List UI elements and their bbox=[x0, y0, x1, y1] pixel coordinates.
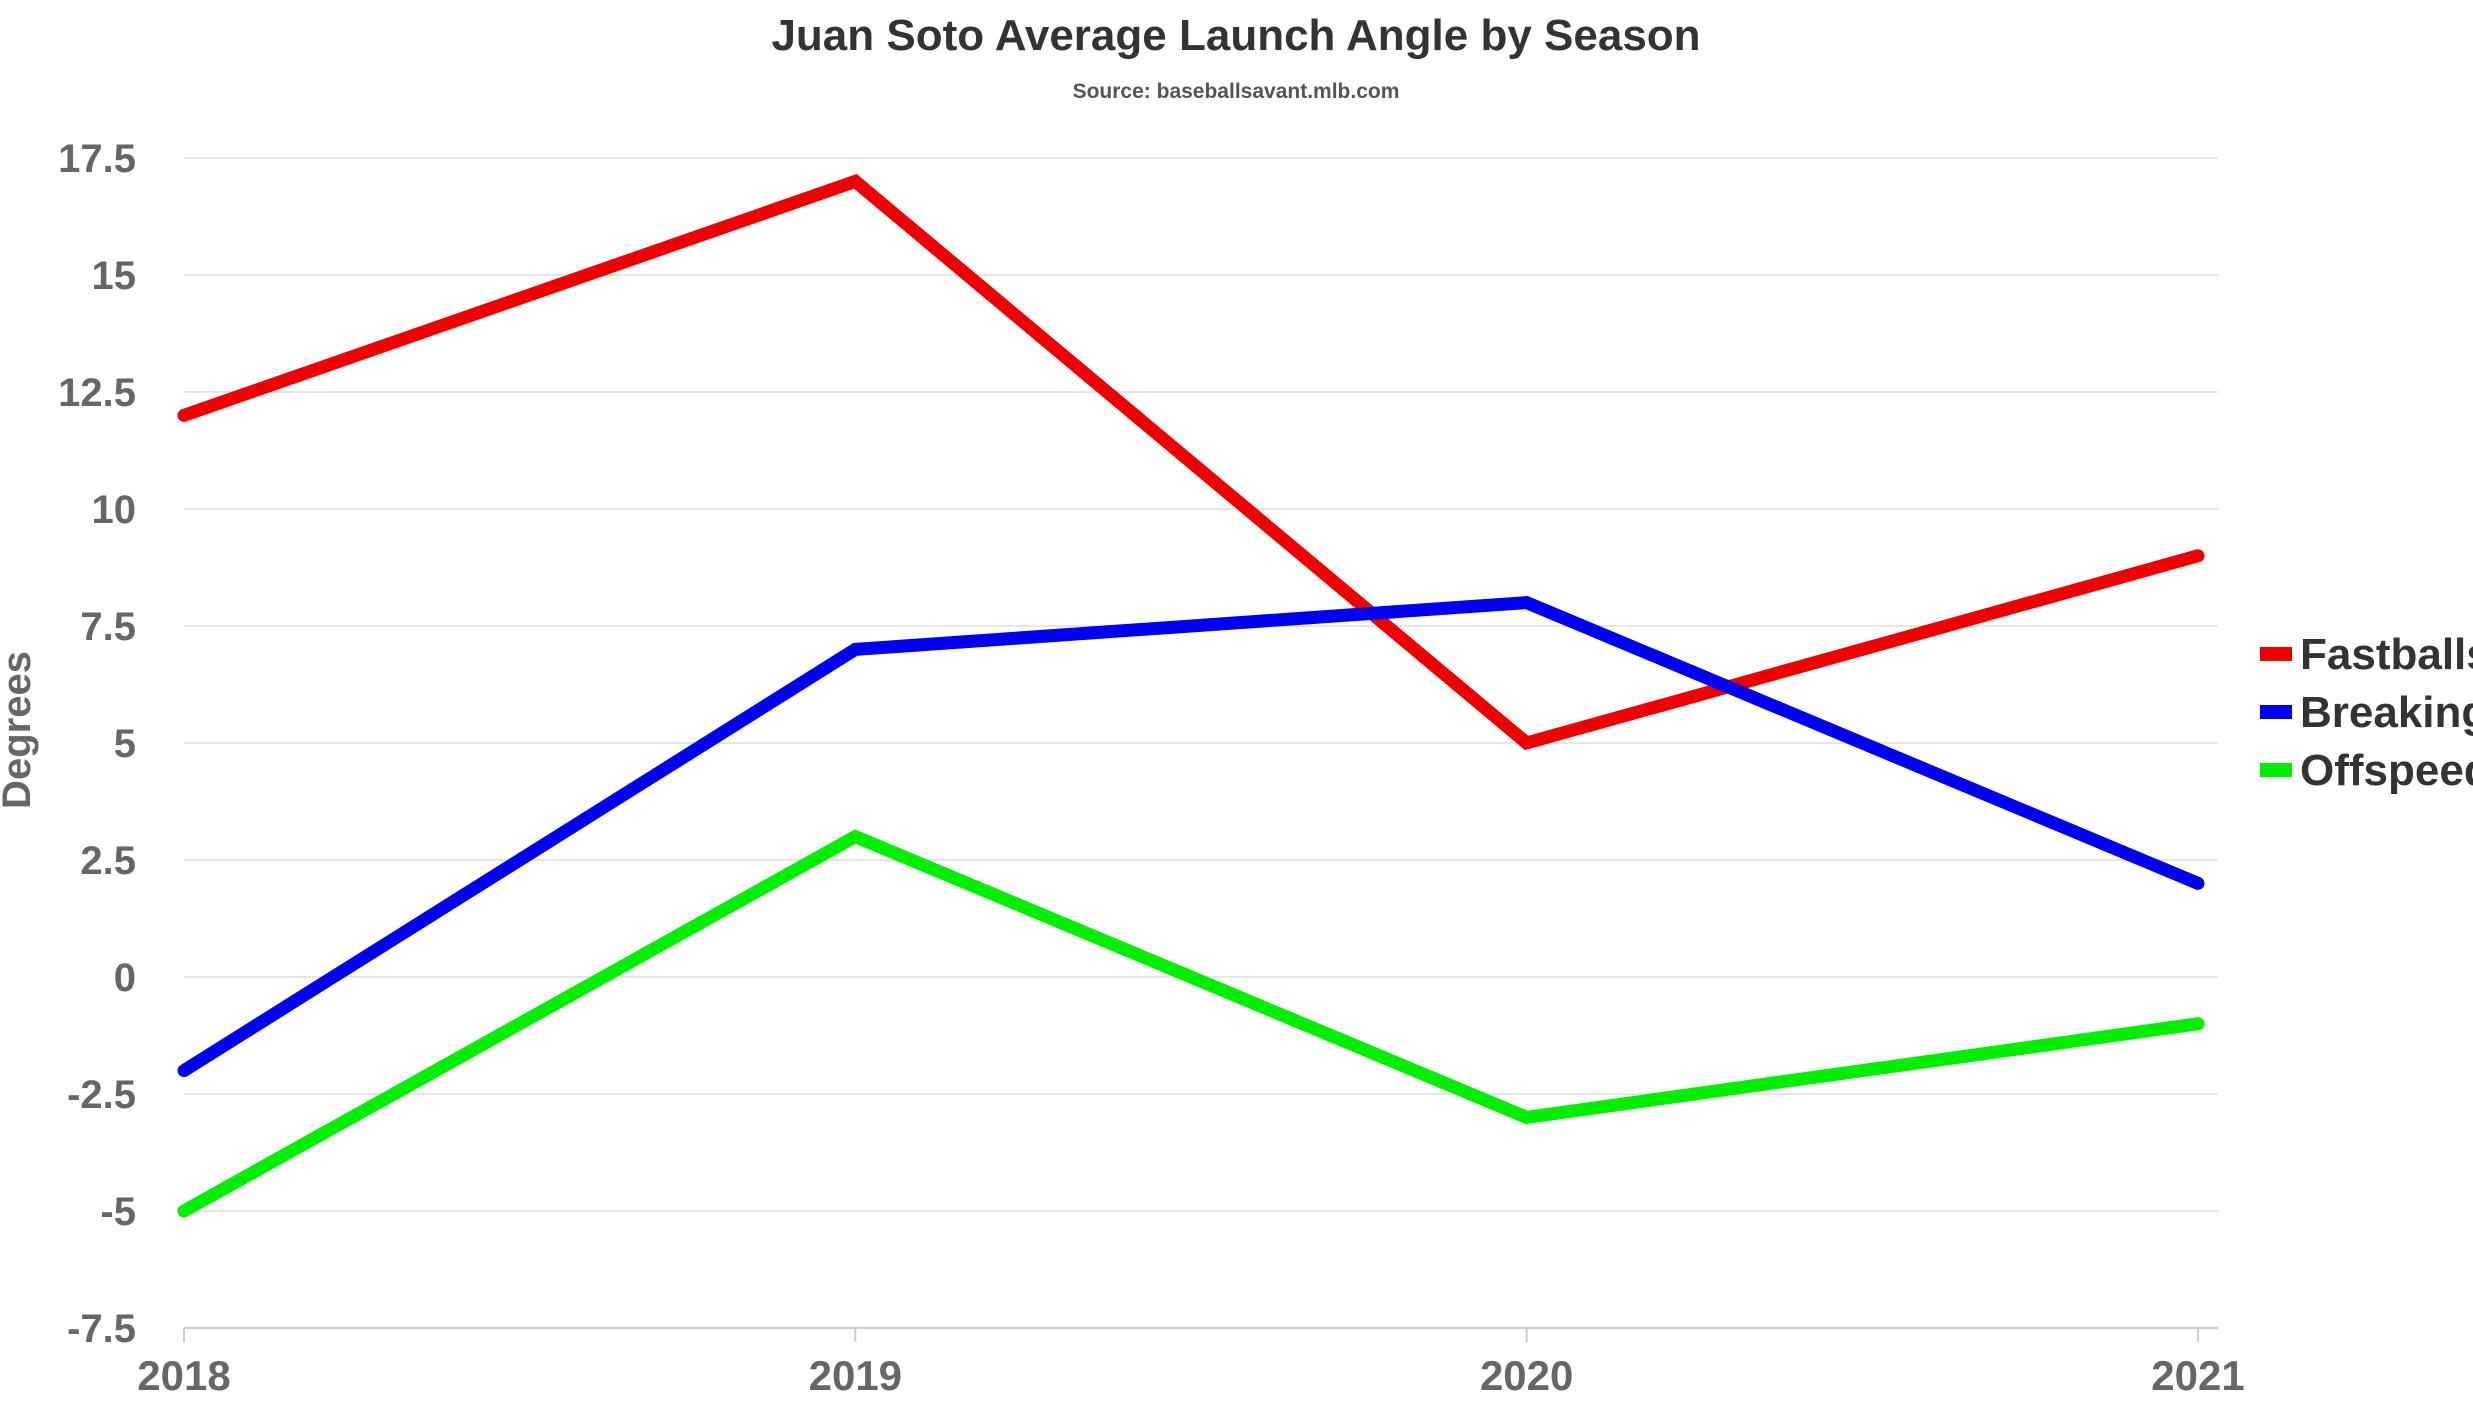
data-point-breaking bbox=[1522, 598, 1531, 607]
chart-title: Juan Soto Average Launch Angle by Season bbox=[771, 11, 1700, 60]
x-tick-label: 2020 bbox=[1480, 1352, 1573, 1399]
legend-label-offspeed: Offspeed bbox=[2300, 746, 2473, 795]
data-point-fastballs bbox=[2194, 551, 2202, 560]
chart-subtitle: Source: baseballsavant.mlb.com bbox=[1073, 80, 1400, 103]
data-point-fastballs bbox=[851, 177, 860, 186]
legend-swatch-offspeed bbox=[2260, 763, 2292, 777]
data-point-breaking bbox=[851, 645, 860, 654]
data-point-offspeed bbox=[851, 832, 860, 841]
series-line-fastballs bbox=[177, 174, 2205, 751]
series-lines bbox=[177, 174, 2205, 1218]
legend-label-fastballs: Fastballs bbox=[2300, 630, 2473, 679]
y-axis-ticks: -7.5 -5 -2.5 0 2.5 5 7.5 10 12.5 15 17.5 bbox=[58, 137, 136, 1351]
data-point-fastballs bbox=[1522, 739, 1531, 747]
legend-swatch-fastballs bbox=[2260, 647, 2292, 661]
data-point-breaking bbox=[2194, 879, 2202, 888]
series-line-offspeed bbox=[177, 829, 2205, 1218]
y-tick-label: 10 bbox=[92, 488, 137, 532]
y-tick-label: 15 bbox=[92, 254, 137, 298]
x-axis-ticks: 2018 2019 2020 2021 bbox=[137, 1328, 2245, 1399]
y-axis-title: Degrees bbox=[0, 651, 39, 809]
y-tick-label: 2.5 bbox=[80, 839, 136, 883]
y-tick-label: 12.5 bbox=[58, 371, 136, 415]
data-point-offspeed bbox=[1522, 1113, 1531, 1122]
y-tick-label: -7.5 bbox=[67, 1307, 136, 1351]
x-tick-label: 2018 bbox=[137, 1352, 230, 1399]
y-tick-label: -2.5 bbox=[67, 1073, 136, 1117]
y-tick-label: 5 bbox=[114, 722, 136, 766]
gridlines bbox=[184, 157, 2218, 1329]
y-tick-label: 7.5 bbox=[80, 605, 136, 649]
y-tick-label: 0 bbox=[114, 956, 136, 1000]
legend: Fastballs Breaking Offspeed bbox=[2260, 630, 2473, 795]
x-tick-label: 2021 bbox=[2151, 1352, 2244, 1399]
data-point-breaking bbox=[180, 1066, 188, 1075]
data-point-fastballs bbox=[180, 411, 188, 420]
x-tick-label: 2019 bbox=[809, 1352, 902, 1399]
data-point-offspeed bbox=[2194, 1019, 2202, 1028]
y-tick-label: 17.5 bbox=[58, 137, 136, 181]
series-line-breaking bbox=[177, 596, 2205, 1078]
y-tick-label: -5 bbox=[100, 1190, 136, 1234]
legend-label-breaking: Breaking bbox=[2300, 688, 2473, 737]
legend-swatch-breaking bbox=[2260, 705, 2292, 719]
data-point-offspeed bbox=[180, 1207, 188, 1215]
